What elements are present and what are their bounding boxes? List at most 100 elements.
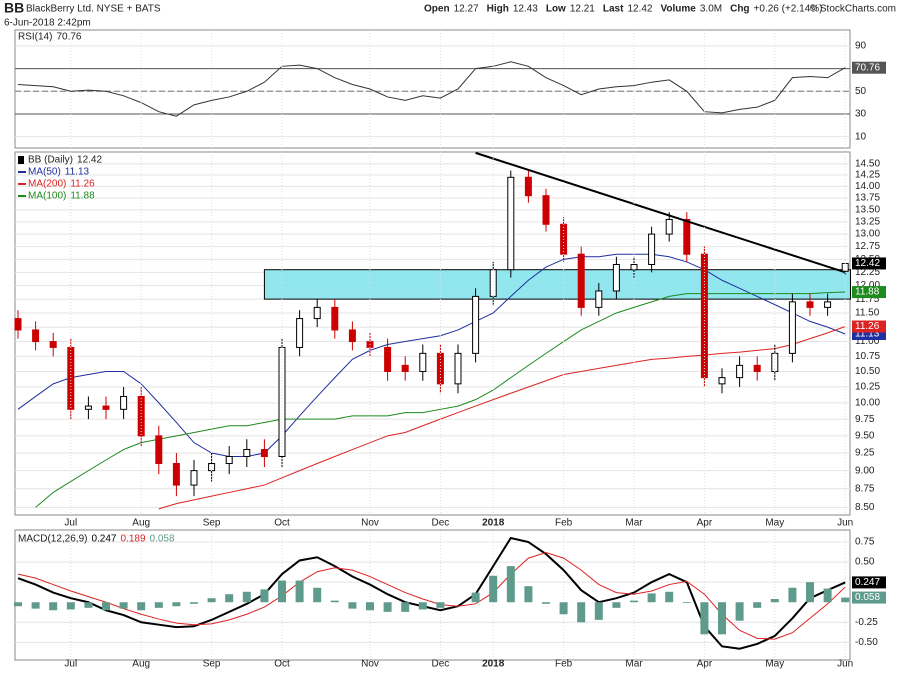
x-tick-label: Oct [274,518,290,529]
quote-value: 12.27 [454,4,479,15]
candle-body [841,262,849,272]
legend-name: MA(100) [28,191,66,202]
symbol: BB [4,0,24,16]
last-value-label: 0.058 [855,592,880,603]
x-tick-label: 2018 [482,518,505,529]
legend-value: 0.189 [121,534,146,545]
histogram-bar [401,602,410,612]
histogram-bar [418,602,427,610]
histogram-bar [102,602,110,611]
candle-body [542,195,550,225]
trend-line [475,151,846,274]
legend-value: 11.88 [70,191,95,202]
source: © StockCharts.com [810,4,896,15]
histogram-bar [260,589,269,603]
candle-body [630,263,638,271]
x-tick-label: Mar [625,518,643,529]
candle-body [190,470,198,486]
candle-body [824,301,832,308]
y-tick-label: 50 [855,86,867,97]
zone [263,269,851,300]
histogram-bar [524,586,533,603]
legend-value: 70.76 [56,32,81,43]
histogram-bar [31,602,40,609]
legend-name: RSI(14) [18,32,52,43]
quote-value: 12.42 [627,4,652,15]
candle-body [331,306,339,331]
y-tick-label: 14.25 [855,170,880,181]
histogram-bar [788,587,797,603]
series-line [17,551,846,640]
legend-name: MA(50) [28,167,61,178]
y-tick-label: 10.50 [855,366,880,377]
histogram-bar [137,602,146,611]
candle-body [384,346,392,372]
legend-value: 0.058 [150,534,175,545]
x-tick-label: Aug [132,659,150,670]
legend-value: 12.42 [77,155,102,166]
candle-body [172,463,180,486]
histogram-bar [190,602,198,604]
series-line [158,326,846,510]
candle-body [419,352,427,372]
panel [14,529,851,661]
y-tick-label: 10.00 [855,397,880,408]
candle-body [401,364,409,372]
y-tick-label: 11.00 [855,336,880,347]
candle-body [595,290,603,308]
histogram-bar [436,602,445,608]
x-tick-label: May [765,518,784,529]
histogram-bar [647,593,656,603]
x-tick-label: Apr [697,659,713,670]
histogram-bar [330,600,339,603]
y-tick-label: 13.50 [855,204,880,215]
candle-body [665,218,673,235]
histogram-bar [225,594,234,603]
x-tick-label: Mar [625,659,643,670]
histogram-bar [542,602,550,604]
candle-body [806,301,814,308]
quote-value: 12.43 [513,4,538,15]
histogram-bar [770,599,779,603]
y-tick-label: 14.50 [855,159,880,170]
candle-body [577,253,585,308]
histogram-bar [119,602,128,609]
histogram-bar [383,602,392,612]
y-tick-label: 9.25 [855,448,875,459]
candle-body [753,364,761,372]
candle-body [648,233,656,265]
x-tick-label: Jul [64,659,77,670]
candle-body [32,329,40,343]
histogram-bar [278,580,286,603]
panel [14,151,851,516]
x-tick-label: Jun [837,659,853,670]
y-tick-label: 10.75 [855,351,880,362]
histogram-bar [594,602,603,620]
histogram-bar [489,575,498,603]
y-tick-label: 13.25 [855,216,880,227]
candle-body [472,295,480,354]
quote-label: Chg [730,4,749,15]
histogram-bar [49,602,58,611]
quote-value: +0.26 (+2.14%) [754,4,823,15]
candle-body [788,301,796,354]
y-tick-label: 13.75 [855,193,880,204]
quote-value: 12.21 [570,4,595,15]
x-tick-label: Apr [697,518,713,529]
candle-body [225,455,233,465]
histogram-bar [348,602,357,609]
y-tick-label: 9.00 [855,465,875,476]
candle-body [14,318,22,331]
y-tick-label: -0.50 [855,637,878,648]
x-tick-label: Nov [361,659,379,670]
candle-body [84,405,92,410]
histogram-bar [242,591,251,603]
company-name: BlackBerry Ltd. NYSE + BATS [26,4,161,15]
candle-body [313,306,321,320]
y-tick-label: 9.50 [855,430,875,441]
legend-name: MACD(12,26,9) [18,534,87,545]
candle-body [155,435,163,465]
y-tick-label: 9.75 [855,414,875,425]
y-tick-label: -0.25 [855,617,878,628]
histogram-bar [753,602,762,608]
